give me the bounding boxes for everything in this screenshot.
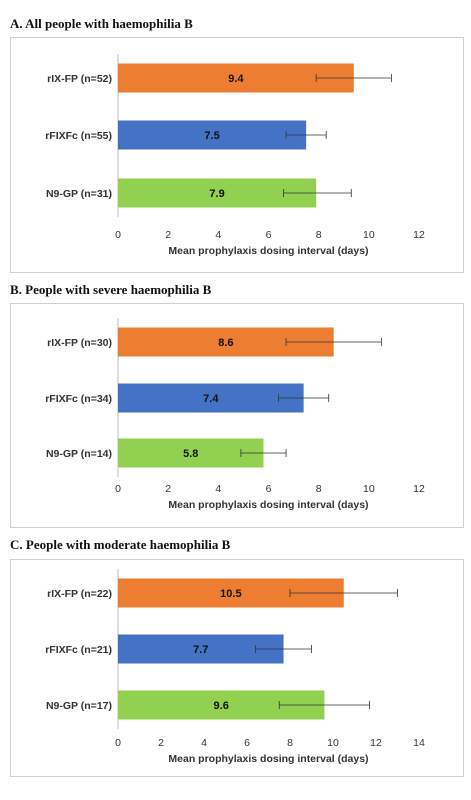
chart2-category-label-2: N9-GP (n=17) [46, 700, 112, 712]
chart1-category-label-2: N9-GP (n=14) [46, 448, 112, 460]
chart1-value-label-2: 5.8 [183, 448, 198, 460]
chart1-value-label-0: 8.6 [218, 337, 233, 349]
chart1-category-label-1: rFIXFc (n=34) [45, 393, 112, 405]
panel-a-box: 9.4 rIX-FP (n=52) 7.5 rFIXFc (n=55) 7.9 N9-GP… [10, 37, 464, 273]
chart1-x-tick-1: 2 [165, 483, 171, 495]
panel-b-box: 8.6 rIX-FP (n=30) 7.4 rFIXFc (n=34) 5.8 N9-GP… [10, 303, 464, 528]
chart0-x-tick-0: 0 [115, 229, 121, 241]
chart0-bar-2 [118, 178, 317, 208]
chart2-x-axis-label: Mean prophylaxis dosing interval (days) [168, 753, 368, 765]
chart2-x-tick-0: 0 [115, 737, 121, 749]
chart0-x-tick-3: 6 [266, 229, 272, 241]
chart0-x-tick-4: 8 [316, 229, 322, 241]
chart1-x-tick-2: 4 [215, 483, 221, 495]
chart2-x-tick-2: 4 [201, 737, 207, 749]
chart1-bar-2 [118, 438, 264, 468]
panel-a-title: A. All people with haemophilia B [10, 16, 193, 31]
chart0-value-label-0: 9.4 [228, 73, 244, 85]
chart0-x-tick-2: 4 [215, 229, 221, 241]
chart1-x-tick-5: 10 [363, 483, 375, 495]
chart1-value-label-1: 7.4 [203, 393, 219, 405]
chart0-bar-0 [118, 63, 354, 93]
chart2-x-tick-1: 2 [158, 737, 164, 749]
chart2-x-tick-5: 10 [327, 737, 339, 749]
panel-b-title: B. People with severe haemophilia B [10, 282, 212, 297]
chart2-x-tick-3: 6 [244, 737, 250, 749]
chart2-category-label-1: rFIXFc (n=21) [45, 644, 112, 656]
chart0-x-axis-label: Mean prophylaxis dosing interval (days) [168, 245, 368, 257]
panel-b-chart: 8.6 rIX-FP (n=30) 7.4 rFIXFc (n=34) 5.8 N9-GP… [45, 318, 425, 511]
chart2-category-label-0: rIX-FP (n=22) [47, 588, 112, 600]
chart0-x-tick-1: 2 [165, 229, 171, 241]
chart2-value-label-1: 7.7 [193, 644, 208, 656]
chart0-bar-1 [118, 120, 307, 150]
panel-c-chart: 10.5 rIX-FP (n=22) 7.7 rFIXFc (n=21) 9.6 N9-G… [45, 569, 425, 765]
panel-c-title: C. People with moderate haemophilia B [10, 537, 231, 552]
chart1-x-tick-0: 0 [115, 483, 121, 495]
chart0-value-label-2: 7.9 [209, 188, 224, 200]
panel-a-chart: 9.4 rIX-FP (n=52) 7.5 rFIXFc (n=55) 7.9 N9-GP… [45, 54, 425, 257]
chart0-category-label-0: rIX-FP (n=52) [47, 73, 112, 85]
chart0-category-label-1: rFIXFc (n=55) [45, 130, 112, 142]
chart0-x-tick-6: 12 [413, 229, 425, 241]
chart2-x-tick-7: 14 [413, 737, 425, 749]
chart0-category-label-2: N9-GP (n=31) [46, 188, 112, 200]
chart2-value-label-0: 10.5 [220, 588, 241, 600]
chart1-bar-1 [118, 383, 304, 413]
chart0-value-label-1: 7.5 [204, 130, 219, 142]
chart2-value-label-2: 9.6 [214, 700, 229, 712]
chart1-x-tick-6: 12 [413, 483, 425, 495]
chart0-x-tick-5: 10 [363, 229, 375, 241]
chart2-x-tick-4: 8 [287, 737, 293, 749]
panel-c-box: 10.5 rIX-FP (n=22) 7.7 rFIXFc (n=21) 9.6 N9-G… [10, 559, 464, 777]
chart1-x-axis-label: Mean prophylaxis dosing interval (days) [168, 499, 368, 511]
chart1-x-tick-4: 8 [316, 483, 322, 495]
chart2-x-tick-6: 12 [370, 737, 382, 749]
chart1-category-label-0: rIX-FP (n=30) [47, 337, 112, 349]
chart1-x-tick-3: 6 [266, 483, 272, 495]
